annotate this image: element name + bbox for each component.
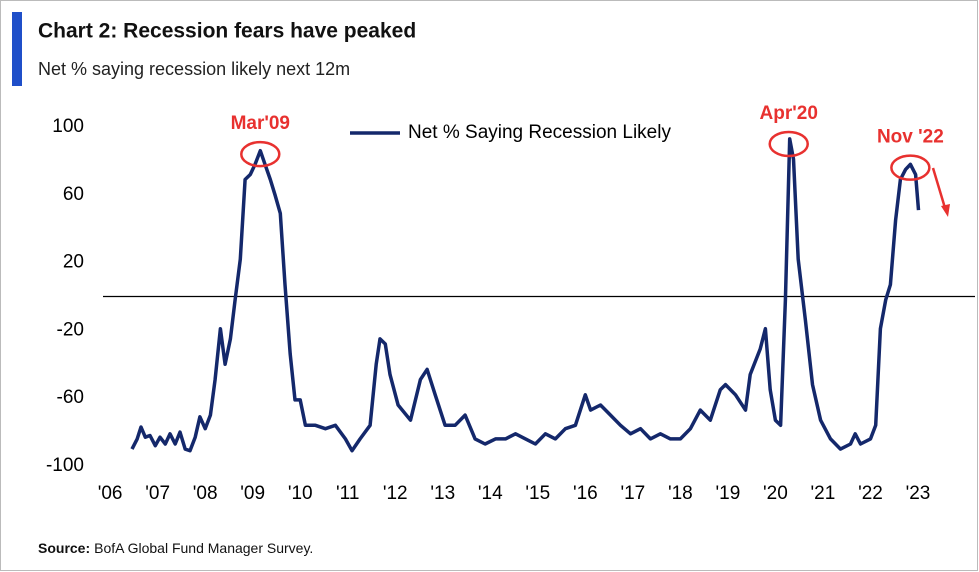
x-tick-label: '15 xyxy=(525,483,550,504)
legend-label: Net % Saying Recession Likely xyxy=(408,122,671,143)
y-tick-label: 100 xyxy=(52,116,84,137)
source-text: BofA Global Fund Manager Survey. xyxy=(94,540,313,556)
x-tick-label: '19 xyxy=(716,483,741,504)
annotation-label: Mar'09 xyxy=(231,113,290,134)
annotation-circle xyxy=(768,130,809,158)
source: Source: BofA Global Fund Manager Survey. xyxy=(38,540,313,556)
y-tick-label: 20 xyxy=(63,252,84,273)
x-tick-label: '21 xyxy=(811,483,836,504)
arrow xyxy=(931,167,950,217)
x-tick-label: '06 xyxy=(98,483,123,504)
annotation-circle xyxy=(240,140,281,168)
x-tick-label: '17 xyxy=(620,483,645,504)
x-tick-label: '11 xyxy=(336,483,359,504)
data-line xyxy=(130,137,921,453)
x-tick-label: '16 xyxy=(573,483,598,504)
x-tick-label: '09 xyxy=(240,483,265,504)
y-tick-label: -100 xyxy=(46,455,84,476)
x-tick-label: '07 xyxy=(145,483,170,504)
x-tick-label: '23 xyxy=(906,483,931,504)
y-tick-label: -60 xyxy=(57,387,84,408)
x-tick-label: '22 xyxy=(858,483,883,504)
chart-title: Chart 2: Recession fears have peaked xyxy=(38,20,416,43)
x-tick-label: '08 xyxy=(193,483,218,504)
x-tick-label: '14 xyxy=(478,483,503,504)
annotation-label: Nov '22 xyxy=(877,127,944,148)
annotation-circle xyxy=(890,154,931,181)
y-tick-label: -20 xyxy=(57,319,84,340)
y-tick-label: 60 xyxy=(63,184,84,205)
x-tick-label: '18 xyxy=(668,483,693,504)
x-tick-label: '12 xyxy=(383,483,408,504)
chart-subtitle: Net % saying recession likely next 12m xyxy=(38,59,350,79)
x-tick-label: '13 xyxy=(430,483,455,504)
title-bar xyxy=(12,12,22,86)
x-tick-label: '10 xyxy=(288,483,313,504)
annotation-label: Apr'20 xyxy=(760,103,818,124)
x-tick-label: '20 xyxy=(763,483,788,504)
source-label: Source: xyxy=(38,540,90,556)
